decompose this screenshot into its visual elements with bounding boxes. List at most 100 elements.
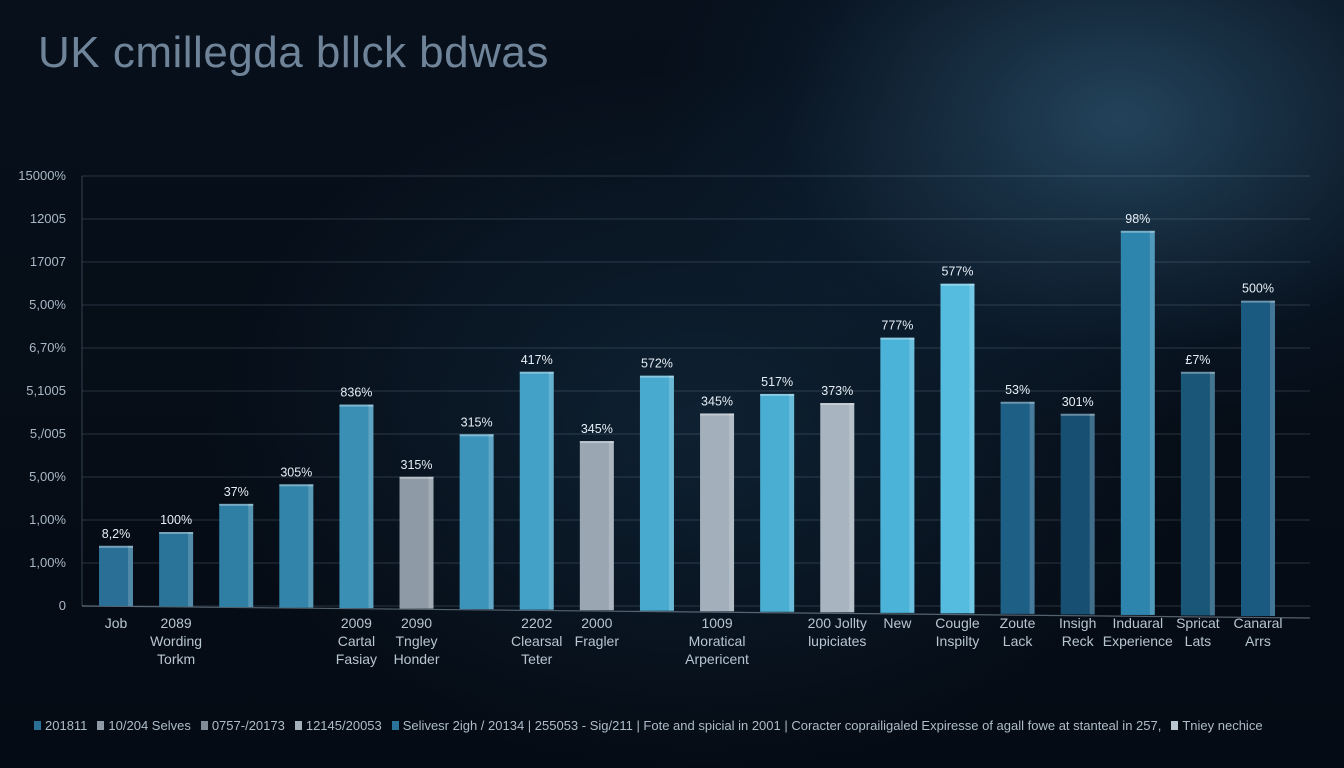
legend: 201811 10/204 Selves 0757-/20173 12145/2005… (34, 718, 1314, 733)
x-tick-label: Cougle (935, 615, 980, 631)
y-tick-label: 6,70% (29, 340, 66, 355)
legend-label: 12145/20053 (305, 718, 382, 733)
bar (459, 434, 494, 610)
x-tick-label: Zoute (1000, 615, 1036, 631)
y-tick-label: 1,00% (29, 555, 66, 570)
legend-label: Selivesr 2igh / 20134 | 255053 - Sig/211… (402, 718, 1162, 733)
bar (1120, 230, 1155, 615)
bar-highlight (1270, 300, 1275, 616)
bar-value-label: £7% (1185, 353, 1210, 367)
bar-value-label: 500% (1242, 282, 1274, 296)
bar-cap (579, 441, 614, 444)
bar-cap (1060, 413, 1095, 416)
legend-item: 201811 (34, 718, 87, 733)
bar-cap (279, 484, 314, 487)
bar-highlight (188, 531, 194, 607)
legend-swatch (200, 721, 208, 730)
x-tick-label: Honder (394, 651, 440, 667)
y-tick-label: 1,00% (29, 512, 66, 527)
bar (519, 371, 554, 610)
x-tick-label: 2009 (341, 615, 372, 631)
bar-value-label: 315% (461, 415, 493, 429)
bar (940, 283, 975, 614)
value-labels: 8,2% 100% 37% 305% 836% 315% 315% 417% 345% 572% 3… (102, 212, 1274, 541)
x-tick-label: Cartal (338, 633, 375, 649)
bar-cap (639, 375, 674, 378)
y-tick-label: 5,00% (29, 297, 66, 312)
legend-swatch (1171, 721, 1179, 730)
bar (880, 337, 915, 613)
bar-value-label: 345% (581, 422, 613, 436)
bar-highlight (488, 434, 494, 610)
bar (159, 531, 194, 607)
bar-cap (459, 434, 494, 437)
bar (760, 393, 795, 612)
bar (99, 545, 133, 606)
x-tick-label: Lack (1003, 633, 1034, 649)
x-tick-label: lupiciates (808, 633, 866, 649)
y-tick-label: 5,/005 (30, 426, 66, 441)
bar-highlight (1209, 371, 1215, 616)
bar-highlight (128, 545, 133, 606)
x-tick-label: Teter (521, 651, 552, 667)
bar-value-label: 98% (1125, 212, 1150, 226)
bar-cap (700, 413, 735, 416)
x-tick-label: Insigh (1059, 615, 1096, 631)
legend-label: 10/204 Selves (108, 718, 191, 733)
bar-value-label: 53% (1005, 383, 1030, 397)
chart-title: UK cmillegda bllck bdwas (38, 28, 549, 77)
bar-highlight (668, 375, 674, 611)
bar-cap (1000, 401, 1035, 404)
bar-highlight (729, 413, 735, 612)
bar (1000, 401, 1035, 614)
bar (579, 441, 614, 611)
legend-swatch (97, 721, 105, 730)
legend-label: Tniey nechice (1182, 718, 1263, 733)
x-tick-label: New (883, 615, 912, 631)
bar-cap (339, 404, 374, 407)
y-tick-label: 5,1005 (26, 383, 66, 398)
bar-value-label: 37% (224, 485, 249, 499)
x-tick-label: Fasiay (336, 651, 377, 667)
y-tick-label: 17007 (30, 254, 66, 269)
bar-highlight (849, 403, 855, 613)
x-tick-label: Clearsal (511, 633, 562, 649)
legend-item: Selivesr 2igh / 20134 | 255053 - Sig/211… (391, 718, 1162, 733)
bar-value-label: 373% (821, 384, 853, 398)
bar-value-label: 345% (701, 394, 733, 408)
bar (820, 403, 855, 613)
bar-cap (1180, 371, 1215, 374)
x-tick-label: 1009 (701, 615, 732, 631)
x-tick-label: Spricat (1176, 615, 1220, 631)
bar-cap (399, 476, 434, 479)
x-tick-label: Arpericent (685, 651, 749, 667)
legend-label: 201811 (45, 718, 88, 733)
y-tick-label: 15000% (18, 168, 66, 183)
legend-item: 0757-/20173 (200, 718, 285, 733)
x-tick-label: Reck (1062, 633, 1095, 649)
legend-swatch (294, 721, 302, 730)
bar-cap (1241, 300, 1275, 303)
legend-item: Tniey nechice (1171, 718, 1263, 733)
bar-highlight (1149, 230, 1155, 615)
bar (1180, 371, 1215, 616)
gridlines (81, 175, 1311, 619)
bar-value-label: 8,2% (102, 527, 131, 541)
x-axis-line (81, 605, 1311, 619)
x-tick-label: Fragler (575, 633, 620, 649)
y-tick-label: 12005 (30, 211, 66, 226)
bar (339, 404, 374, 609)
legend-item: 12145/20053 (294, 718, 382, 733)
bar (1241, 300, 1275, 616)
x-tick-label: Job (105, 615, 128, 631)
bar (399, 476, 434, 609)
x-tick-label: Arrs (1245, 633, 1271, 649)
bar-cap (219, 503, 254, 506)
bar-cap (1120, 230, 1155, 233)
x-tick-label: Tngley (396, 633, 438, 649)
bar-highlight (428, 476, 434, 609)
x-tick-label: 2089 (161, 615, 192, 631)
bar-value-label: 577% (941, 265, 973, 279)
y-tick-label: 5,00% (29, 469, 66, 484)
bar-cap (820, 403, 855, 406)
